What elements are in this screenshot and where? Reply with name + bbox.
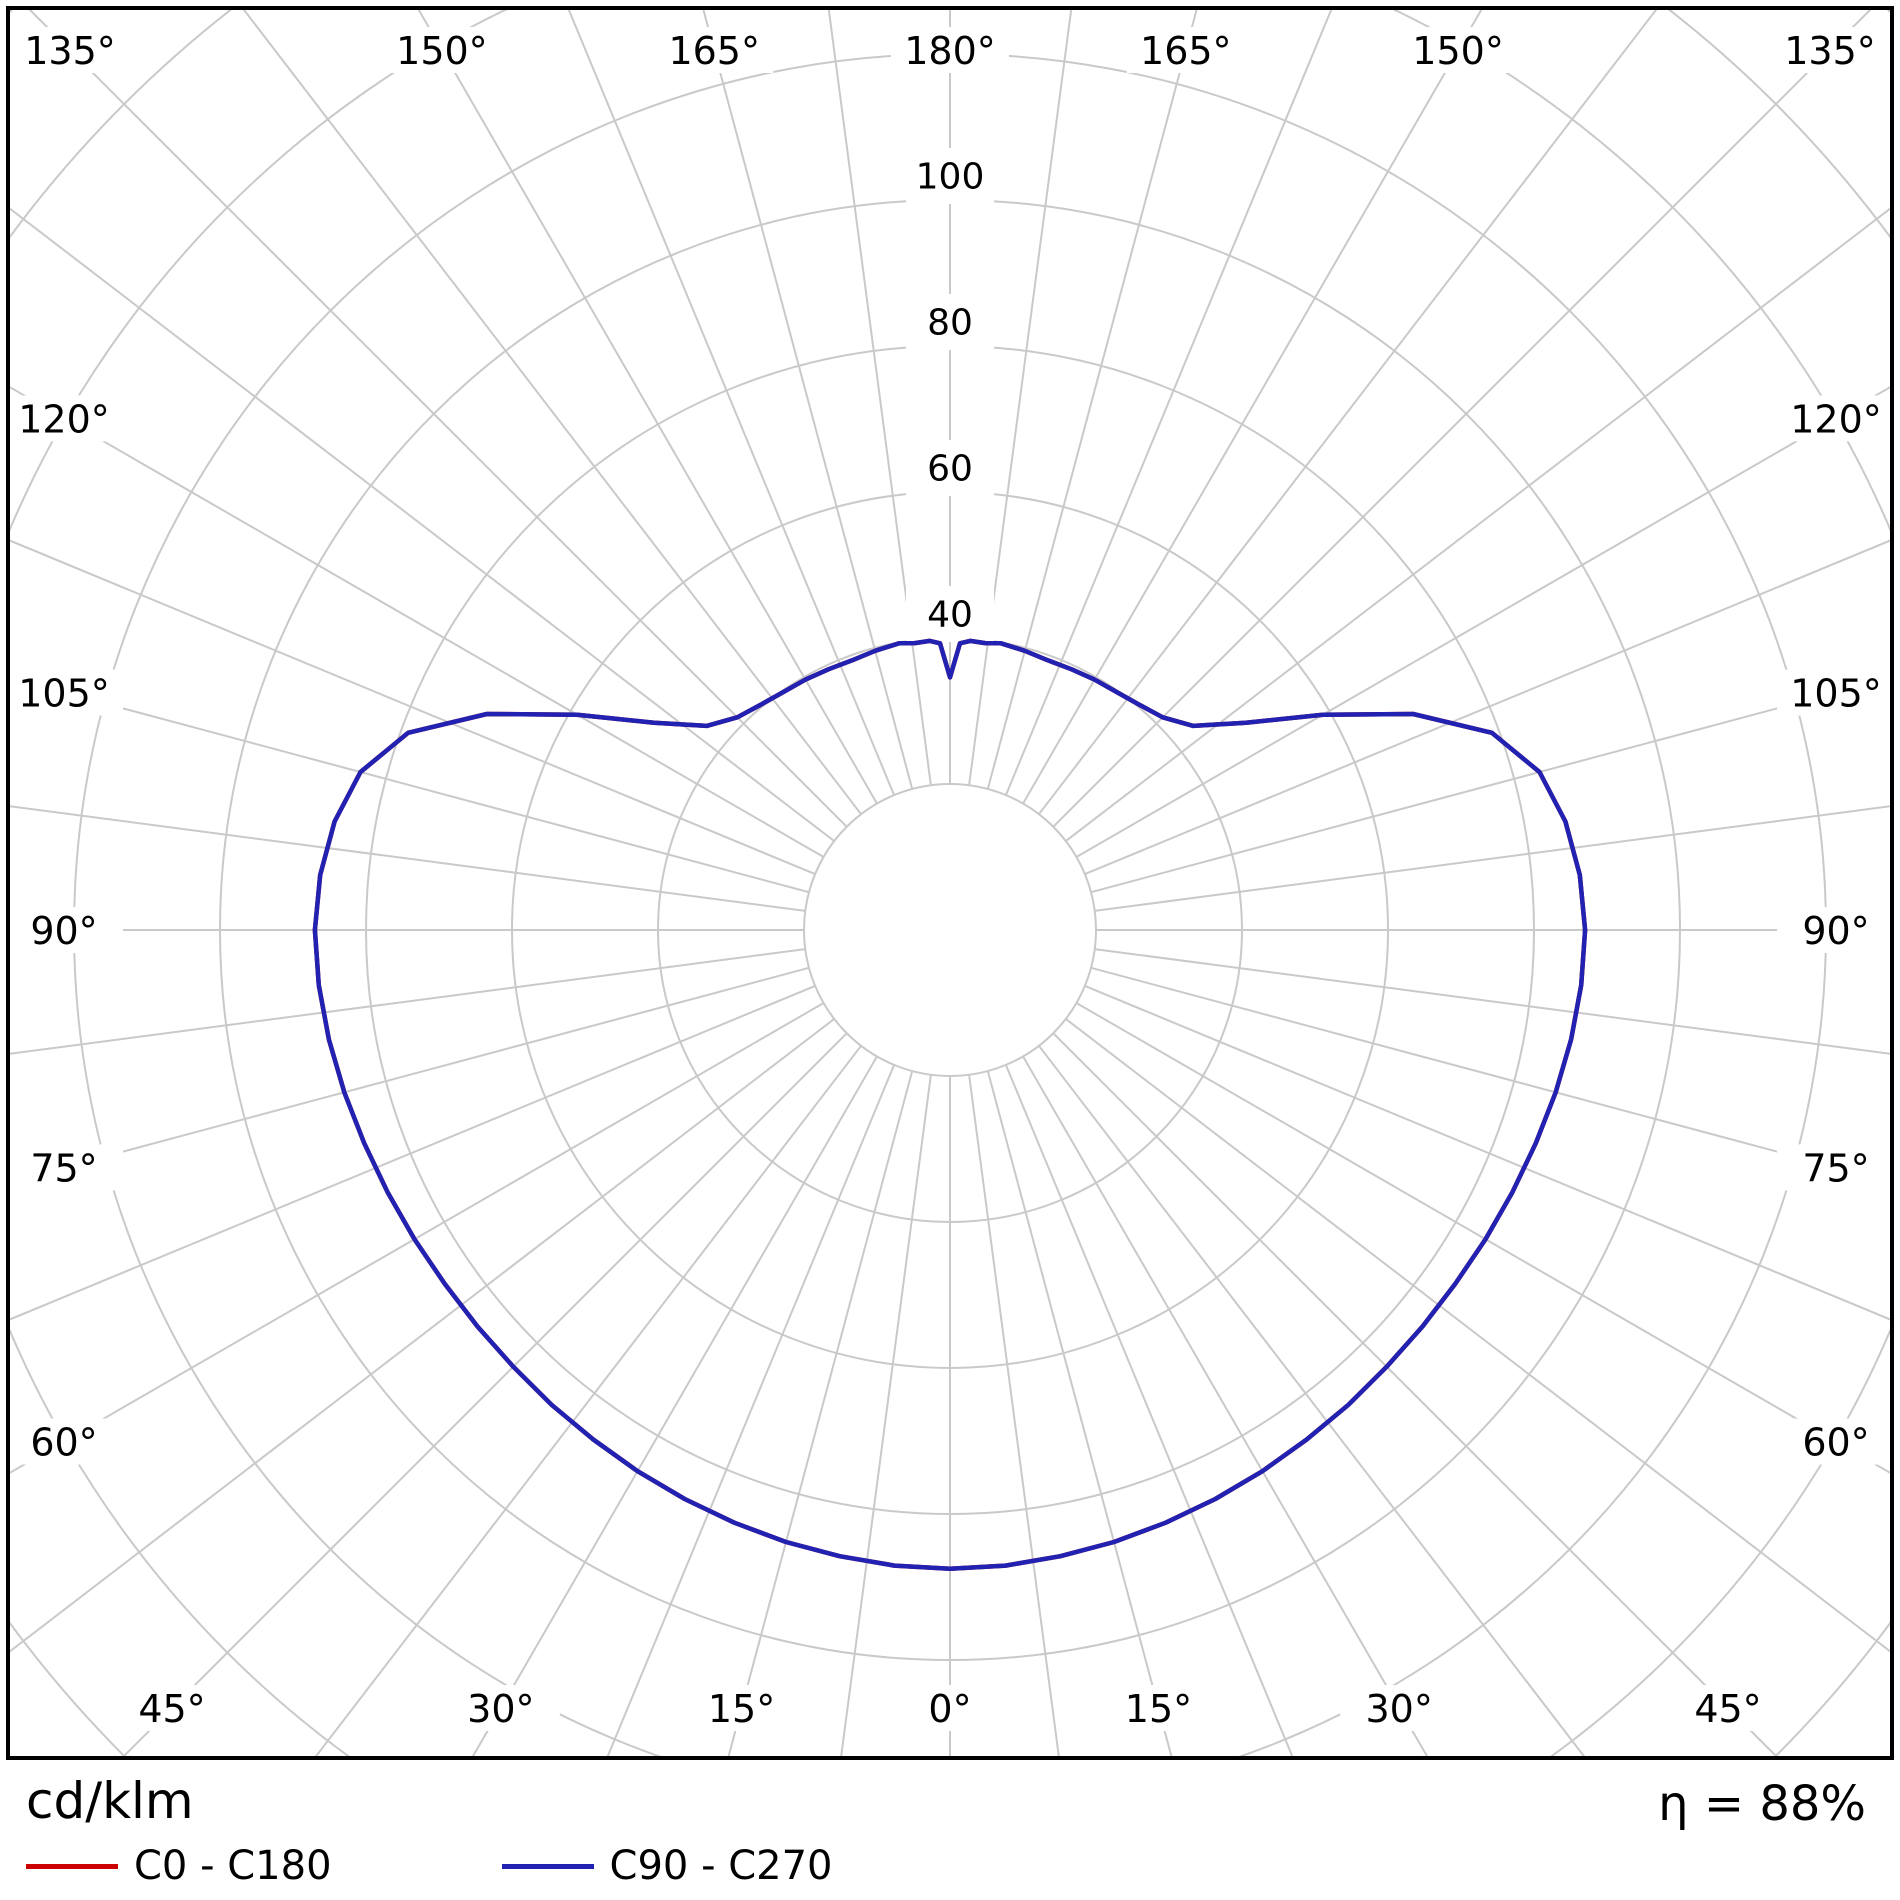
grid-spoke	[10, 539, 816, 876]
radial-tick-label: 40	[927, 595, 973, 636]
grid-spoke	[10, 677, 810, 894]
angle-label: 75°	[1802, 1146, 1869, 1190]
grid-spoke	[1075, 386, 1890, 858]
curve-c90-c270	[312, 638, 1588, 1572]
legend-item-c0-c180: C0 - C180	[26, 1843, 332, 1889]
grid-spoke	[10, 984, 816, 1321]
grid-spoke	[1004, 1064, 1294, 1756]
grid-spoke	[567, 10, 896, 796]
grid-spoke	[10, 1018, 835, 1653]
grid-spoke	[122, 1032, 848, 1756]
grid-spoke	[10, 207, 835, 842]
legend-label-c90-c270: C90 - C270	[609, 1843, 833, 1889]
grid-spoke	[314, 1045, 862, 1756]
angle-label: 45°	[138, 1687, 205, 1731]
grid-spoke	[10, 1002, 825, 1474]
grid-spoke	[1084, 539, 1890, 876]
angle-label: 150°	[1412, 29, 1504, 73]
units-label: cd/klm	[26, 1772, 194, 1830]
grid-spoke	[727, 1070, 914, 1756]
efficiency-label: η = 88%	[1658, 1776, 1866, 1832]
grid-spoke	[968, 1074, 1060, 1756]
angle-label: 105°	[1790, 672, 1882, 716]
grid-spoke	[10, 805, 806, 912]
grid-spoke	[471, 1055, 878, 1756]
grid-spoke	[1075, 1002, 1890, 1474]
legend-swatch-c90-c270	[501, 1863, 594, 1869]
grid-spoke	[702, 10, 914, 790]
angle-label: 165°	[668, 29, 760, 73]
angle-label: 90°	[1802, 909, 1869, 953]
angle-label: 180°	[904, 29, 996, 73]
grid-spoke	[242, 10, 862, 815]
grid-spoke	[968, 10, 1073, 786]
grid-spoke	[1065, 1018, 1890, 1653]
grid-spoke	[1090, 677, 1890, 894]
grid-spoke	[827, 10, 932, 786]
grid-spoke	[10, 386, 825, 858]
angle-label: 30°	[467, 1687, 534, 1731]
grid-spoke	[417, 10, 878, 805]
plot-border	[6, 6, 1894, 1760]
grid-spoke	[1004, 10, 1333, 796]
angle-label: 60°	[30, 1421, 97, 1465]
grid-spoke	[1022, 1055, 1429, 1756]
angle-label: 0°	[928, 1687, 971, 1731]
grid-spoke	[1094, 805, 1890, 912]
grid-spoke	[10, 948, 806, 1055]
grid-spoke	[840, 1074, 932, 1756]
grid-spoke	[10, 966, 810, 1183]
grid-spoke	[1094, 948, 1890, 1055]
radial-tick-label: 60	[927, 449, 973, 490]
grid-spoke	[1090, 966, 1890, 1183]
grid-spoke	[606, 1064, 896, 1756]
legend-label-c0-c180: C0 - C180	[134, 1843, 332, 1889]
angle-label: 105°	[18, 672, 110, 716]
grid-spoke	[1052, 10, 1872, 828]
angle-label: 30°	[1365, 1687, 1432, 1731]
angle-label: 150°	[396, 29, 488, 73]
grid-spoke	[1084, 984, 1890, 1321]
chart-legend: C0 - C180 C90 - C270	[26, 1842, 833, 1890]
grid-spoke	[986, 10, 1198, 790]
radial-tick-label: 80	[927, 303, 973, 344]
angle-label: 45°	[1694, 1687, 1761, 1731]
legend-item-c90-c270: C90 - C270	[501, 1843, 833, 1889]
angle-label: 165°	[1140, 29, 1232, 73]
grid-ring	[803, 783, 1097, 1077]
angle-label: 15°	[1125, 1687, 1192, 1731]
grid-spoke	[28, 10, 848, 828]
grid-spoke	[1065, 207, 1890, 842]
legend-swatch-c0-c180	[26, 1863, 118, 1869]
radial-tick-label: 100	[916, 157, 985, 198]
grid-spoke	[1038, 1045, 1586, 1756]
grid-spoke	[1038, 10, 1658, 815]
axis-labels: 40 60 80 100 0° 15° 15° 30° 30° 45° 45° 60° 60° 75° 75…	[5, 27, 1895, 1731]
grid-spoke	[1052, 1032, 1778, 1756]
angle-label: 75°	[30, 1146, 97, 1190]
grid-spoke	[1022, 10, 1483, 805]
grid-spoke	[986, 1070, 1173, 1756]
intensity-curves	[312, 638, 1588, 1572]
angle-label: 120°	[1790, 397, 1882, 441]
angle-label: 60°	[1802, 1421, 1869, 1465]
angle-label: 135°	[24, 29, 116, 73]
angle-label: 90°	[30, 909, 97, 953]
angle-label: 15°	[708, 1687, 775, 1731]
angle-label: 120°	[18, 397, 110, 441]
angle-label: 135°	[1784, 29, 1876, 73]
